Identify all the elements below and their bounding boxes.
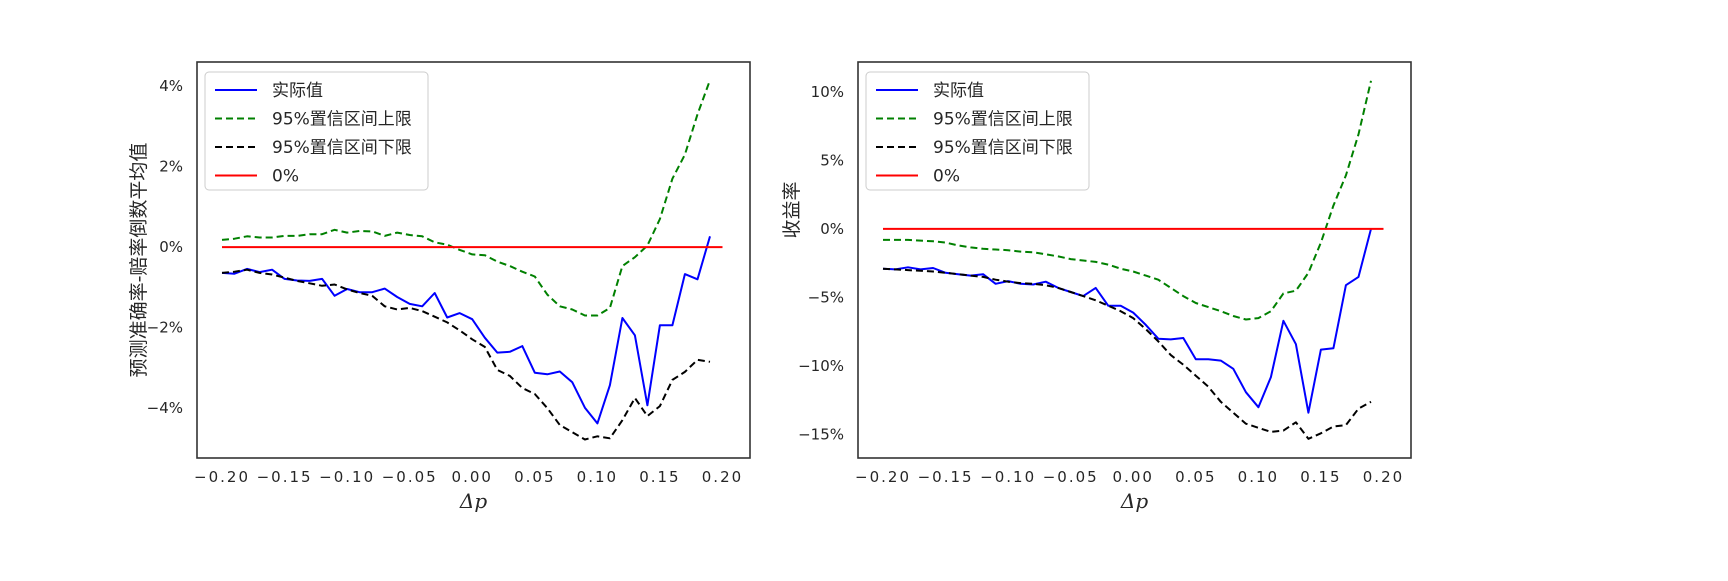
legend-label: 0% xyxy=(933,167,960,187)
legend-label: 实际值 xyxy=(272,81,323,101)
y-axis-label: 收益率 xyxy=(781,181,803,238)
legend-label: 95%置信区间上限 xyxy=(933,110,1073,130)
axes-frame xyxy=(857,61,1412,459)
legend-box xyxy=(204,71,429,191)
x-axis-label: Δp xyxy=(1120,489,1148,513)
legend-label: 95%置信区间上限 xyxy=(272,110,412,130)
chart-1: −0.20 −0.15 −0.10 −0.05 0.00 0.05 0.10 0.15 0.20… xyxy=(128,61,751,513)
x-tick-label: −0.10 xyxy=(980,468,1036,486)
x-tick-label: −0.15 xyxy=(918,468,974,486)
y-axis-label: 预测准确率-赔率倒数平均值 xyxy=(128,143,150,378)
y-tick-label: −10% xyxy=(798,357,844,375)
chart-2: −0.20 −0.15 −0.10 −0.05 0.00 0.05 0.10 0.15 0.20… xyxy=(781,61,1412,513)
y-tick-label: −2% xyxy=(147,319,183,337)
x-tick-label: −0.20 xyxy=(194,468,250,486)
x-tick-label: 0.20 xyxy=(702,468,743,486)
series-line-1 xyxy=(221,236,711,425)
x-tick-label: 0.20 xyxy=(1363,468,1404,486)
series-line-2 xyxy=(883,80,1372,321)
x-tick-label: −0.15 xyxy=(257,468,313,486)
series-line-3 xyxy=(882,267,1372,440)
x-tick-label: −0.20 xyxy=(855,468,911,486)
y-tick-label: 0% xyxy=(820,220,844,238)
y-tick-label: −4% xyxy=(147,399,183,417)
series-line-1 xyxy=(882,228,1372,414)
legend-label: 95%置信区间下限 xyxy=(272,138,412,158)
y-tick-label: 2% xyxy=(159,158,183,176)
x-tick-label: 0.00 xyxy=(452,468,493,486)
x-tick-label: −0.05 xyxy=(1043,468,1099,486)
axes-frame xyxy=(196,61,751,459)
x-tick-label: 0.00 xyxy=(1113,468,1154,486)
series-line-3 xyxy=(221,268,711,441)
legend-label: 0% xyxy=(272,167,299,187)
y-tick-label: −15% xyxy=(798,426,844,444)
y-tick-label: 5% xyxy=(820,151,844,169)
y-tick-label: −5% xyxy=(808,289,844,307)
legend: 实际值 95%置信区间上限 95%置信区间下限 0% xyxy=(204,71,429,191)
legend-box xyxy=(865,71,1090,191)
legend-label: 95%置信区间下限 xyxy=(933,138,1073,158)
legend-label: 实际值 xyxy=(933,81,984,101)
y-tick-label: 10% xyxy=(811,83,844,101)
x-axis-label: Δp xyxy=(459,489,487,513)
x-tick-label: 0.10 xyxy=(577,468,618,486)
series-line-2 xyxy=(221,79,711,317)
x-tick-label: 0.15 xyxy=(639,468,680,486)
x-tick-label: −0.05 xyxy=(382,468,438,486)
x-tick-label: −0.10 xyxy=(319,468,375,486)
x-tick-label: 0.10 xyxy=(1238,468,1279,486)
legend: 实际值 95%置信区间上限 95%置信区间下限 0% xyxy=(865,71,1090,191)
x-tick-label: 0.05 xyxy=(514,468,555,486)
x-tick-label: 0.15 xyxy=(1300,468,1341,486)
y-tick-label: 0% xyxy=(159,238,183,256)
x-tick-label: 0.05 xyxy=(1175,468,1216,486)
y-tick-label: 4% xyxy=(159,77,183,95)
